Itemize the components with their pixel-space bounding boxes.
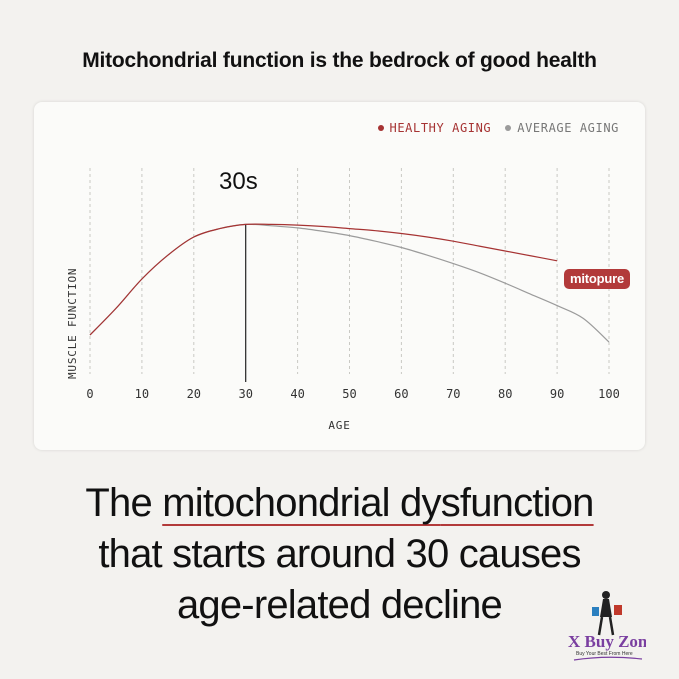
page-headline: Mitochondrial function is the bedrock of… <box>82 49 597 72</box>
x-tick-label-70: 70 <box>446 387 460 401</box>
x-tick-label-10: 10 <box>135 387 149 401</box>
tagline-underlined-phrase-1: mitochondrial dy <box>162 481 441 525</box>
x-axis-label: AGE <box>328 419 351 432</box>
tagline: The mitochondrial dysfunction that start… <box>0 478 679 631</box>
tagline-line-2: that starts around 30 causes <box>98 532 581 576</box>
series-line-healthy-aging <box>89 223 558 336</box>
tagline-underlined-phrase-2: sfunction <box>440 481 595 525</box>
watermark-brand-text: X Buy Zone <box>568 632 646 651</box>
x-tick-label-90: 90 <box>550 387 564 401</box>
x-tick-label-50: 50 <box>342 387 356 401</box>
legend-dot-healthy-aging-icon <box>377 125 384 131</box>
x-tick-label-100: 100 <box>598 387 620 401</box>
legend-item-average-aging: AVERAGE AGING <box>505 121 619 135</box>
x-tick-label-80: 80 <box>498 387 512 401</box>
shopper-figure-icon <box>592 591 622 636</box>
legend-label-average-aging: AVERAGE AGING <box>517 121 619 135</box>
tagline-line-3: age-related decline <box>176 583 503 627</box>
tagline-line-1: The mitochondrial dysfunction <box>0 478 679 529</box>
watermark-slogan-text: Buy Your Best From Here <box>576 651 633 657</box>
line-chart: 0 10 20 30 40 50 60 70 80 90 100 <box>86 168 620 401</box>
buy-zone-watermark-logo: X Buy Zone Buy Your Best From Here <box>568 591 646 661</box>
x-tick-label-0: 0 <box>86 387 93 401</box>
age-30-annotation-label: 30s <box>219 168 258 195</box>
chart-legend: HEALTHY AGING AVERAGE AGING <box>377 121 619 135</box>
legend-dot-average-aging-icon <box>505 125 512 131</box>
x-tick-label-20: 20 <box>187 387 201 401</box>
x-tick-label-60: 60 <box>394 387 408 401</box>
legend-label-healthy-aging: HEALTHY AGING <box>389 121 492 135</box>
y-axis-label: MUSCLE FUNCTION <box>66 267 79 379</box>
legend-item-healthy-aging: HEALTHY AGING <box>377 121 492 135</box>
x-tick-label-30: 30 <box>238 387 252 401</box>
x-tick-label-40: 40 <box>290 387 304 401</box>
tagline-line-1-prefix: The <box>85 481 163 525</box>
mitopure-badge: mitopure <box>564 269 631 289</box>
chart-card: 0 10 20 30 40 50 60 70 80 90 100 HEALTHY AGING AVE… <box>34 102 645 450</box>
